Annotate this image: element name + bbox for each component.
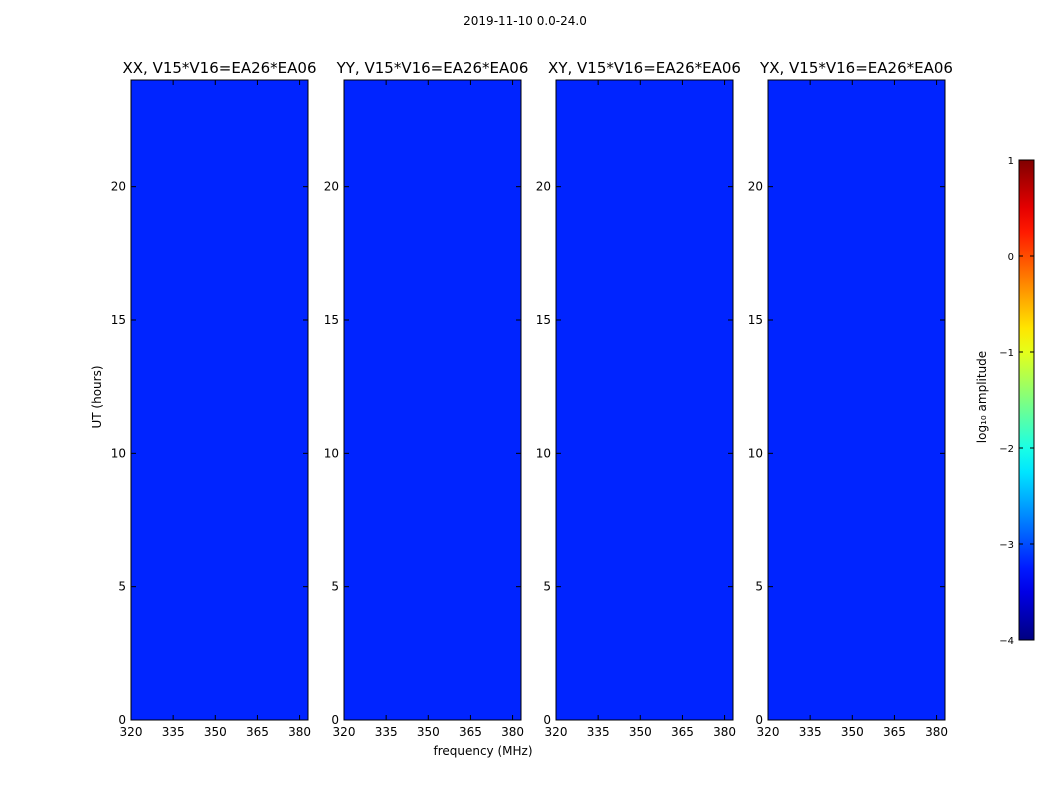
y-tick-label: 20 — [748, 180, 763, 194]
x-tick-label: 320 — [545, 725, 568, 739]
panel-title: YY, V15*V16=EA26*EA06 — [336, 59, 529, 77]
x-tick-label: 320 — [757, 725, 780, 739]
y-tick-label: 20 — [324, 180, 339, 194]
x-tick-label: 350 — [841, 725, 864, 739]
y-tick-label: 10 — [536, 446, 551, 460]
heatmap-background — [344, 80, 521, 720]
panel-title: XY, V15*V16=EA26*EA06 — [548, 59, 741, 77]
colorbar-label: log₁₀ amplitude — [975, 350, 989, 444]
y-tick-label: 5 — [543, 580, 551, 594]
y-tick-label: 20 — [536, 180, 551, 194]
colorbar — [1018, 159, 1035, 641]
colorbar-tick-label: −2 — [999, 444, 1014, 455]
colorbar-tick-label: −1 — [999, 348, 1014, 359]
x-tick-label: 380 — [925, 725, 948, 739]
x-tick-label: 335 — [375, 725, 398, 739]
y-tick-label: 15 — [748, 313, 763, 327]
y-tick-label: 0 — [118, 713, 126, 727]
x-tick-label: 365 — [883, 725, 906, 739]
x-tick-label: 380 — [713, 725, 736, 739]
y-tick-label: 10 — [748, 446, 763, 460]
panel-title: YX, V15*V16=EA26*EA06 — [759, 59, 953, 77]
x-tick-label: 380 — [501, 725, 524, 739]
x-tick-label: 365 — [246, 725, 269, 739]
x-tick-label: 380 — [288, 725, 311, 739]
axes-frame — [130, 79, 309, 721]
y-tick-label: 10 — [111, 446, 126, 460]
y-tick-label: 15 — [324, 313, 339, 327]
x-tick-label: 335 — [162, 725, 185, 739]
y-axis-label: UT (hours) — [90, 365, 104, 429]
x-tick-label: 350 — [629, 725, 652, 739]
colorbar-tick-label: −4 — [999, 636, 1014, 647]
y-tick-label: 10 — [324, 446, 339, 460]
colorbar-tick-label: −3 — [999, 540, 1014, 551]
colorbar-tick-label: 1 — [1008, 156, 1014, 167]
axes-frame — [767, 79, 946, 721]
panel-title: XX, V15*V16=EA26*EA06 — [122, 59, 316, 77]
figure-title: 2019-11-10 0.0-24.0 — [463, 14, 587, 28]
y-tick-label: 5 — [118, 580, 126, 594]
x-tick-label: 320 — [120, 725, 143, 739]
x-tick-label: 350 — [204, 725, 227, 739]
y-tick-label: 5 — [331, 580, 339, 594]
x-tick-label: 320 — [333, 725, 356, 739]
y-tick-label: 15 — [111, 313, 126, 327]
y-tick-label: 0 — [331, 713, 339, 727]
heatmap-background — [556, 80, 733, 720]
y-tick-label: 0 — [543, 713, 551, 727]
y-tick-label: 5 — [755, 580, 763, 594]
x-tick-label: 365 — [671, 725, 694, 739]
y-tick-label: 15 — [536, 313, 551, 327]
axes-frame — [343, 79, 522, 721]
x-tick-label: 350 — [417, 725, 440, 739]
y-tick-label: 0 — [755, 713, 763, 727]
axes-frame — [555, 79, 734, 721]
colorbar-tick-label: 0 — [1008, 252, 1014, 263]
heatmap-background — [131, 80, 308, 720]
x-axis-label: frequency (MHz) — [433, 744, 533, 758]
heatmap-background — [768, 80, 945, 720]
y-tick-label: 20 — [111, 180, 126, 194]
x-tick-label: 335 — [587, 725, 610, 739]
x-tick-label: 335 — [799, 725, 822, 739]
x-tick-label: 365 — [459, 725, 482, 739]
